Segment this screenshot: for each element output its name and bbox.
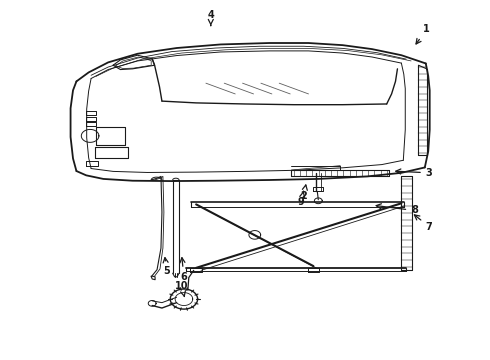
Text: 1: 1 [416, 24, 430, 44]
Text: 9: 9 [298, 191, 305, 207]
Text: 2: 2 [300, 185, 307, 201]
Text: 6: 6 [180, 258, 187, 282]
Text: 5: 5 [163, 258, 170, 276]
Text: 3: 3 [396, 168, 433, 178]
Text: 8: 8 [376, 204, 418, 216]
Text: 7: 7 [415, 215, 433, 231]
Text: 4: 4 [207, 10, 214, 26]
Text: 10: 10 [175, 281, 188, 297]
